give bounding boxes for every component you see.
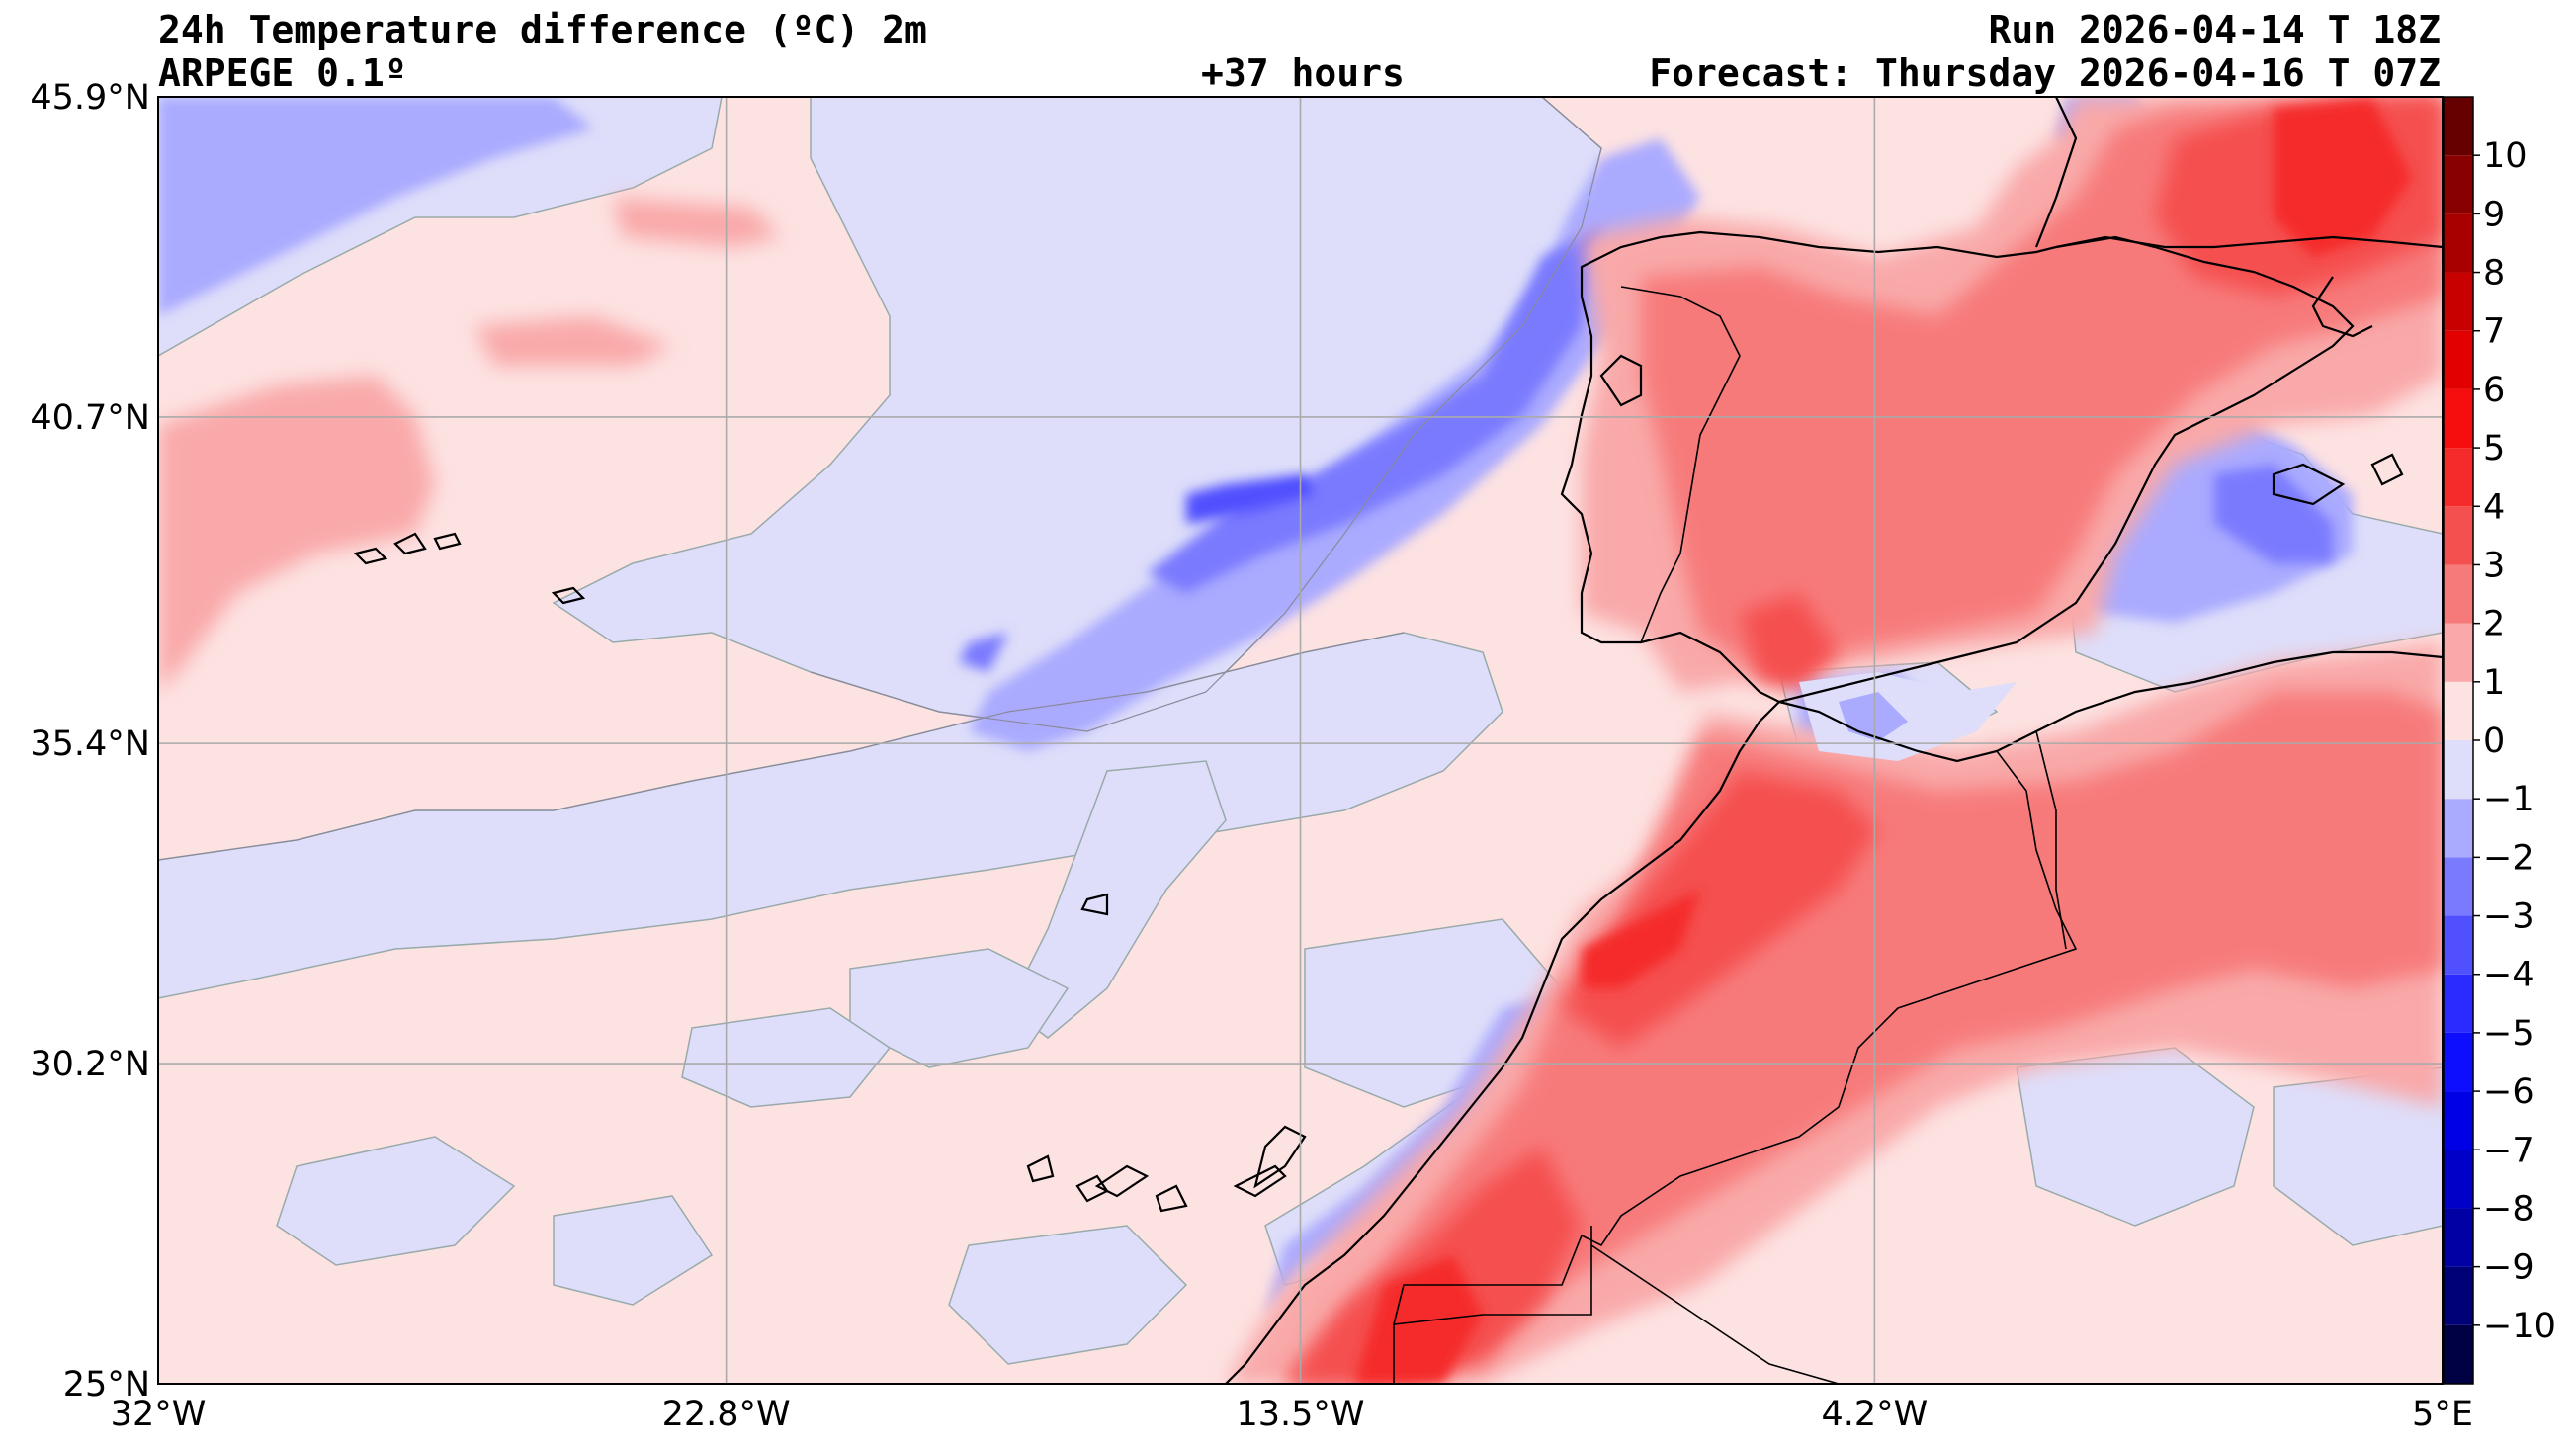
lon-tick-label: 13.5°W bbox=[1236, 1395, 1364, 1434]
colorbar-swatch bbox=[2444, 330, 2473, 389]
run-label: Run 2026-04-14 T 18Z bbox=[1988, 8, 2441, 51]
colorbar-swatch bbox=[2444, 388, 2473, 449]
colorbar-swatch bbox=[2444, 799, 2473, 858]
colorbar-swatch bbox=[2444, 213, 2473, 273]
colorbar-label: −9 bbox=[2483, 1248, 2534, 1288]
colorbar-label: 7 bbox=[2483, 312, 2505, 352]
colorbar-label: −7 bbox=[2483, 1131, 2534, 1170]
colorbar-label: −1 bbox=[2483, 780, 2534, 819]
colorbar-label: 1 bbox=[2483, 663, 2505, 703]
colorbar-label: 4 bbox=[2483, 487, 2505, 527]
colorbar-swatch bbox=[2444, 564, 2473, 624]
lat-tick-label: 45.9°N bbox=[30, 78, 150, 118]
longitude-ticks: 32°W 22.8°W 13.5°W 4.2°W 5°E bbox=[111, 1395, 2473, 1434]
colorbar-swatch bbox=[2444, 1266, 2473, 1325]
colorbar-label: −6 bbox=[2483, 1072, 2534, 1112]
field-warming-strongest bbox=[1354, 99, 2412, 1384]
lon-tick-label: 4.2°W bbox=[1821, 1395, 1928, 1434]
field-cooling-stronger bbox=[1186, 474, 1315, 524]
colorbar-label: 6 bbox=[2483, 371, 2505, 410]
colorbar-label: −2 bbox=[2483, 838, 2534, 878]
colorbar-swatch bbox=[2444, 623, 2473, 682]
forecast-label: Forecast: Thursday 2026-04-16 T 07Z bbox=[1649, 51, 2441, 95]
colorbar-swatch bbox=[2444, 1032, 2473, 1092]
colorbar-swatch bbox=[2444, 1091, 2473, 1150]
lat-tick-label: 25°N bbox=[63, 1365, 150, 1405]
colorbar-swatch bbox=[2444, 1150, 2473, 1209]
lat-tick-label: 40.7°N bbox=[30, 398, 150, 438]
colorbar-label: 10 bbox=[2483, 136, 2528, 176]
lead-time-label: +37 hours bbox=[1201, 51, 1405, 95]
colorbar-swatch bbox=[2444, 1208, 2473, 1267]
colorbar-swatch bbox=[2444, 974, 2473, 1033]
colorbar-label: 0 bbox=[2483, 722, 2505, 761]
field-mediterranean-cooling-mod bbox=[1839, 692, 1908, 741]
colorbar-label: −5 bbox=[2483, 1014, 2534, 1054]
lon-tick-label: 5°E bbox=[2412, 1395, 2473, 1434]
colorbar-label: 3 bbox=[2483, 546, 2505, 585]
coastlines bbox=[353, 97, 2443, 1384]
colorbar-label: 2 bbox=[2483, 605, 2505, 644]
colorbar-swatch bbox=[2444, 915, 2473, 975]
colorbar-swatch bbox=[2444, 857, 2473, 916]
colorbar-label: 5 bbox=[2483, 429, 2505, 468]
lon-tick-label: 32°W bbox=[111, 1395, 207, 1434]
map-frame bbox=[157, 96, 2444, 1385]
colorbar-label: −4 bbox=[2483, 956, 2534, 995]
colorbar-swatch bbox=[2444, 1324, 2473, 1384]
colorbar-label: −3 bbox=[2483, 897, 2534, 937]
chart-title: 24h Temperature difference (ºC) 2m bbox=[158, 8, 927, 51]
colorbar-swatch bbox=[2444, 448, 2473, 507]
zero-contours bbox=[158, 97, 1602, 861]
lon-tick-label: 22.8°W bbox=[662, 1395, 791, 1434]
colorbar-label: −8 bbox=[2483, 1189, 2534, 1229]
colorbar-label: −10 bbox=[2483, 1307, 2556, 1346]
colorbar-swatch bbox=[2444, 681, 2473, 740]
field-mediterranean-cooling bbox=[1799, 672, 2017, 761]
colorbar-swatch bbox=[2444, 155, 2473, 214]
colorbar-swatch bbox=[2444, 740, 2473, 800]
colorbar-swatch bbox=[2444, 506, 2473, 565]
country-borders bbox=[1393, 286, 2078, 1384]
lat-tick-label: 30.2°N bbox=[30, 1045, 150, 1084]
lat-tick-label: 35.4°N bbox=[30, 724, 150, 764]
colorbar-swatch bbox=[2444, 97, 2473, 156]
latitude-ticks: 45.9°N 40.7°N 35.4°N 30.2°N 25°N bbox=[30, 78, 150, 1405]
model-label: ARPEGE 0.1º bbox=[158, 51, 407, 95]
colorbar-label: 9 bbox=[2483, 195, 2505, 234]
colorbar-swatch bbox=[2444, 272, 2473, 331]
colorbar-label: 8 bbox=[2483, 254, 2505, 294]
